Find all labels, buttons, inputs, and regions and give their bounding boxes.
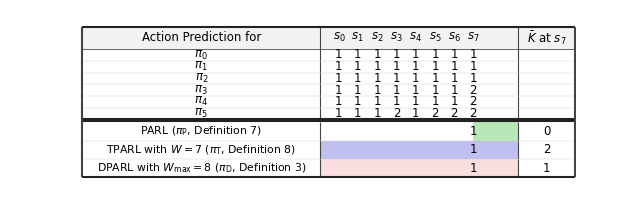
Text: $s_6$: $s_6$: [447, 31, 460, 44]
Text: 1: 1: [374, 84, 381, 97]
Text: $\pi_1$: $\pi_1$: [195, 60, 208, 73]
Text: Action Prediction for: Action Prediction for: [141, 31, 261, 44]
Text: 1: 1: [393, 60, 400, 73]
Text: PARL ($\pi_\mathrm{P}$, Definition 7): PARL ($\pi_\mathrm{P}$, Definition 7): [140, 125, 262, 138]
Text: 1: 1: [431, 72, 439, 85]
Text: 1: 1: [412, 72, 419, 85]
Text: $s_7$: $s_7$: [467, 31, 479, 44]
Text: TPARL with $W = 7$ ($\pi_\mathrm{T}$, Definition 8): TPARL with $W = 7$ ($\pi_\mathrm{T}$, De…: [106, 143, 296, 157]
Text: 1: 1: [412, 95, 419, 108]
Text: 1: 1: [335, 95, 342, 108]
Text: 1: 1: [431, 48, 439, 61]
Text: 1: 1: [354, 95, 362, 108]
Text: 1: 1: [470, 48, 477, 61]
Text: 1: 1: [335, 107, 342, 120]
Text: $\bar{K}$ at $s_7$: $\bar{K}$ at $s_7$: [527, 29, 566, 47]
Text: 1: 1: [374, 95, 381, 108]
Text: $s_2$: $s_2$: [371, 31, 384, 44]
Text: 1: 1: [431, 84, 439, 97]
Text: 1: 1: [450, 60, 458, 73]
Text: 1: 1: [470, 125, 477, 138]
Text: 1: 1: [393, 95, 400, 108]
Text: 2: 2: [450, 107, 458, 120]
Text: 2: 2: [543, 143, 550, 156]
Text: 1: 1: [374, 107, 381, 120]
Bar: [473, 122, 518, 141]
Text: 1: 1: [354, 107, 362, 120]
Text: 1: 1: [354, 84, 362, 97]
Text: $s_4$: $s_4$: [409, 31, 422, 44]
Text: 1: 1: [470, 60, 477, 73]
Text: 1: 1: [450, 95, 458, 108]
Text: 2: 2: [470, 107, 477, 120]
Text: 1: 1: [450, 72, 458, 85]
Text: 1: 1: [431, 60, 439, 73]
Text: 1: 1: [412, 107, 419, 120]
Text: 1: 1: [354, 60, 362, 73]
Bar: [83, 27, 575, 49]
Text: 2: 2: [431, 107, 439, 120]
Text: 2: 2: [470, 95, 477, 108]
Text: 1: 1: [335, 72, 342, 85]
Text: $s_5$: $s_5$: [429, 31, 442, 44]
Text: 1: 1: [450, 84, 458, 97]
Text: 0: 0: [543, 125, 550, 138]
Text: $s_3$: $s_3$: [390, 31, 403, 44]
Text: 1: 1: [412, 60, 419, 73]
Text: 2: 2: [393, 107, 400, 120]
Bar: [320, 159, 518, 177]
Text: 1: 1: [393, 84, 400, 97]
Text: 1: 1: [335, 48, 342, 61]
Text: $s_0$: $s_0$: [333, 31, 346, 44]
Text: 2: 2: [470, 84, 477, 97]
Text: 1: 1: [374, 60, 381, 73]
Bar: [320, 141, 518, 159]
Text: $\pi_4$: $\pi_4$: [195, 95, 208, 108]
Text: $s_1$: $s_1$: [351, 31, 364, 44]
Text: 1: 1: [450, 48, 458, 61]
Text: 1: 1: [393, 48, 400, 61]
Text: 1: 1: [470, 162, 477, 175]
Text: 1: 1: [543, 162, 550, 175]
Text: 1: 1: [374, 72, 381, 85]
Text: 1: 1: [431, 95, 439, 108]
Text: 1: 1: [335, 60, 342, 73]
Text: 1: 1: [335, 84, 342, 97]
Text: 1: 1: [470, 143, 477, 156]
Text: 1: 1: [393, 72, 400, 85]
Text: 1: 1: [412, 84, 419, 97]
Text: 1: 1: [470, 72, 477, 85]
Text: $\pi_2$: $\pi_2$: [195, 72, 208, 85]
Text: $\pi_0$: $\pi_0$: [195, 48, 208, 62]
Text: 1: 1: [374, 48, 381, 61]
Text: DPARL with $W_\mathrm{max} = 8$ ($\pi_\mathrm{D}$, Definition 3): DPARL with $W_\mathrm{max} = 8$ ($\pi_\m…: [97, 161, 306, 175]
Text: 1: 1: [354, 48, 362, 61]
Text: $\pi_3$: $\pi_3$: [195, 83, 208, 97]
Text: 1: 1: [412, 48, 419, 61]
Text: 1: 1: [354, 72, 362, 85]
Text: $\pi_5$: $\pi_5$: [195, 107, 208, 120]
